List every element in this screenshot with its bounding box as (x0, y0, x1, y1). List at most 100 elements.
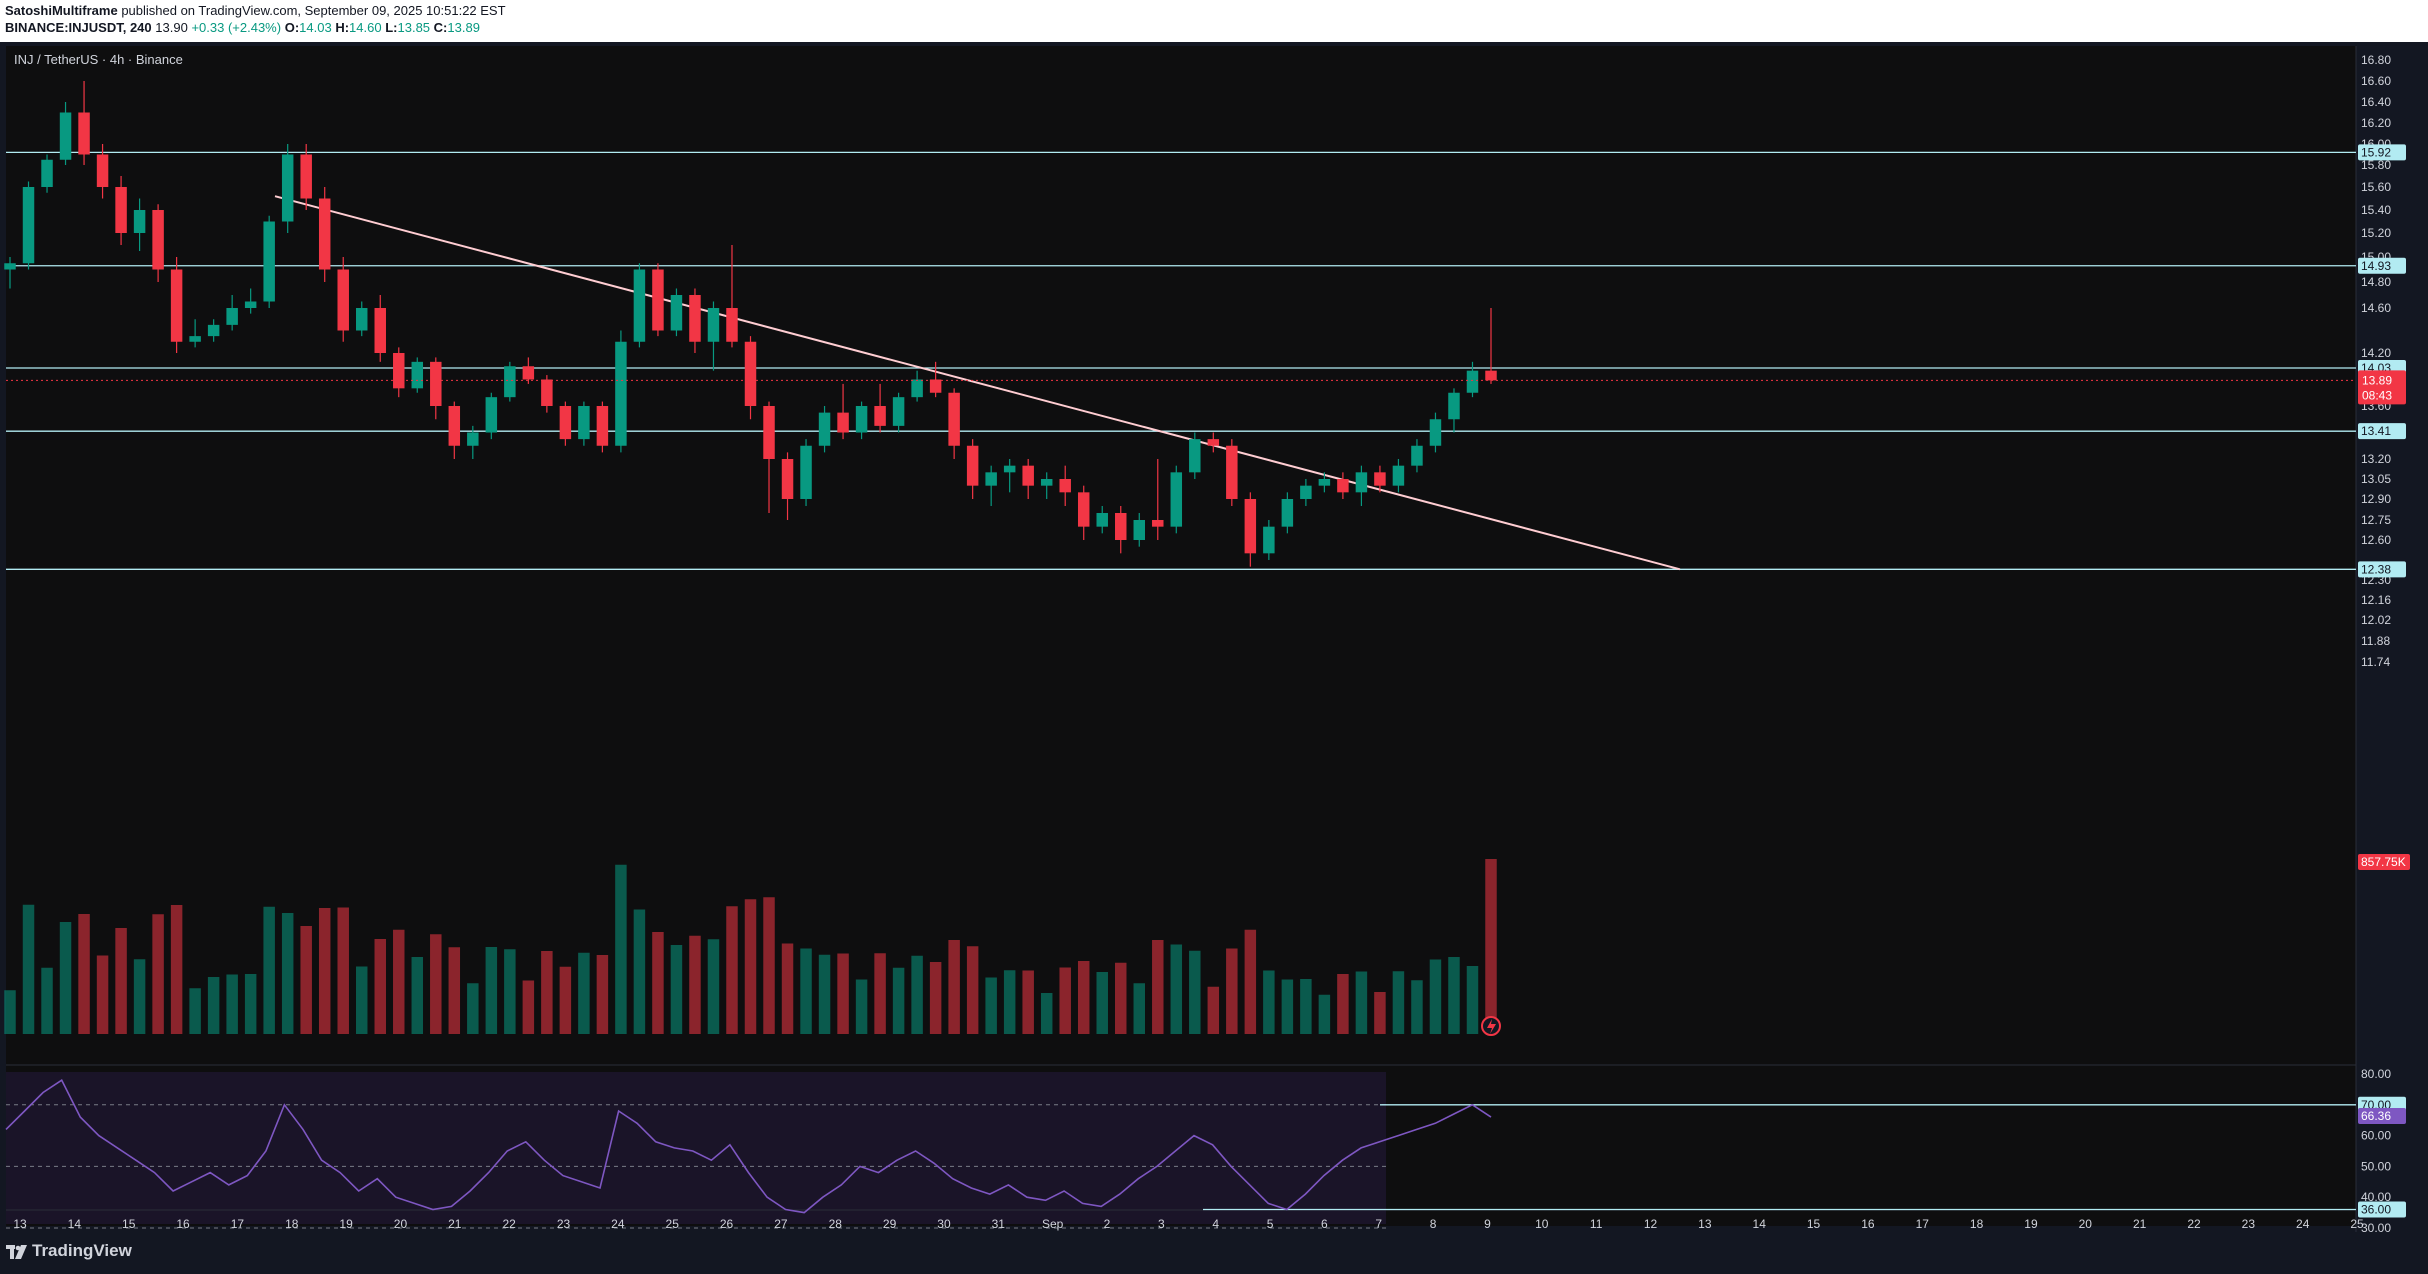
rsi-pane-background (6, 1072, 1386, 1224)
candle-body (818, 412, 831, 446)
volume-bar (152, 914, 164, 1034)
candle-body (263, 221, 275, 302)
candle-body (578, 406, 590, 440)
candle-body (929, 379, 942, 393)
candle-body (633, 269, 646, 342)
candle-body (170, 269, 183, 342)
candle-body (1429, 419, 1442, 446)
price-axis-tick: 14.20 (2361, 346, 2391, 360)
descending-trendline[interactable] (274, 195, 1681, 571)
volume-bar (1300, 979, 1312, 1034)
candle-body (615, 341, 627, 446)
price-axis-tick: 15.40 (2361, 203, 2391, 217)
time-axis-tick: 12 (1644, 1217, 1658, 1231)
candle-body (318, 198, 331, 270)
volume-bar (411, 957, 424, 1034)
candle-body (522, 366, 535, 380)
rsi-value-label: 66.36 (2361, 1109, 2391, 1123)
low-label: L: (385, 20, 398, 35)
volume-bar (207, 977, 220, 1034)
volume-bar (59, 922, 72, 1034)
candlesticks (4, 81, 1497, 567)
level-price-label: 13.41 (2361, 424, 2391, 438)
volume-bar (448, 947, 461, 1034)
volume-bar (467, 983, 479, 1034)
price-axis-tick: 13.20 (2361, 452, 2391, 466)
candle-body (467, 432, 479, 446)
candle-body (96, 154, 109, 187)
candle-body (78, 112, 90, 155)
volume-bar (670, 945, 683, 1034)
volume-bar (1040, 993, 1053, 1034)
brand-footer: TradingView (0, 1232, 2428, 1274)
candle-body (1170, 472, 1183, 527)
time-axis-tick: 21 (448, 1217, 462, 1231)
volume-bar (966, 946, 979, 1034)
level-price-tag (2358, 257, 2406, 274)
volume-bar (763, 897, 775, 1034)
candle-body (207, 324, 220, 337)
time-axis-tick: 7 (1375, 1217, 1382, 1231)
candle-body (1244, 499, 1257, 554)
candle-body (337, 269, 349, 331)
volume-bar (244, 974, 257, 1034)
chart-canvas[interactable]: INJ / TetherUS · 4h · Binance 80.0070.00… (0, 42, 2428, 1232)
rsi-line (5, 1079, 1492, 1214)
volume-bar (615, 864, 627, 1034)
volume-bar (1318, 994, 1331, 1034)
volume-bar (1337, 974, 1349, 1034)
candle-body (1337, 479, 1349, 493)
price-axis-tick: 15.60 (2361, 180, 2391, 194)
volume-bar (1374, 992, 1386, 1034)
volume-bar (985, 977, 997, 1034)
countdown-label: 08:43 (2362, 388, 2392, 402)
time-axis-tick: 22 (2187, 1217, 2201, 1231)
time-axis-tick: 23 (2242, 1217, 2256, 1231)
volume-bar (929, 962, 942, 1034)
candle-body (355, 308, 368, 331)
time-axis[interactable]: 13 14 15 16 17 18 19 20 21 22 23 24 25 26 27 28 29 30 31 Se… (13, 1217, 2364, 1231)
candle-body (189, 336, 201, 342)
horizontal-levels[interactable] (6, 151, 2356, 570)
volume-bar (1152, 940, 1164, 1034)
time-axis-tick: 2 (1104, 1217, 1111, 1231)
volume-bar (485, 947, 498, 1034)
candle-body (1374, 472, 1386, 486)
candle-body (1355, 472, 1368, 493)
candle-body (152, 210, 164, 270)
volume-bar (596, 955, 609, 1034)
time-axis-tick: 9 (1484, 1217, 1491, 1231)
volume-bar (874, 953, 886, 1034)
alert-icon[interactable] (1481, 1016, 1501, 1036)
candle-body (4, 263, 16, 270)
volume-bars (4, 859, 1497, 1034)
high-label: H: (335, 20, 350, 35)
time-axis-tick: 8 (1430, 1217, 1437, 1231)
candle-body (448, 406, 461, 446)
chart-legend: INJ / TetherUS · 4h · Binance (14, 52, 183, 67)
volume-bar (1485, 859, 1497, 1034)
candle-body (115, 187, 127, 233)
time-axis-tick: 13 (13, 1217, 27, 1231)
volume-bar (226, 974, 238, 1034)
rsi-level-label: 36.00 (2361, 1203, 2391, 1217)
volume-bar (337, 907, 349, 1034)
level-price-tag (2358, 144, 2406, 161)
candle-body (1263, 526, 1275, 554)
open-value: 14.03 (299, 20, 332, 35)
volume-bar (1244, 929, 1257, 1034)
candle-body (1281, 499, 1294, 527)
rsi-value-tag (2358, 1108, 2406, 1125)
level-price-label: 12.38 (2361, 562, 2391, 576)
lightning-icon (1487, 1019, 1496, 1034)
high-value: 14.60 (349, 20, 382, 35)
time-axis-tick: 25 (2350, 1217, 2364, 1231)
price-axis-tick: 12.60 (2361, 533, 2391, 547)
volume-bar (1207, 986, 1220, 1034)
candle-body (226, 308, 238, 325)
volume-bar (96, 955, 109, 1034)
volume-bar (170, 905, 183, 1034)
trendline-group[interactable] (274, 195, 1681, 571)
candle-body (1411, 445, 1423, 466)
symbol-line: BINANCE:INJUSDT, 240 (5, 20, 152, 35)
